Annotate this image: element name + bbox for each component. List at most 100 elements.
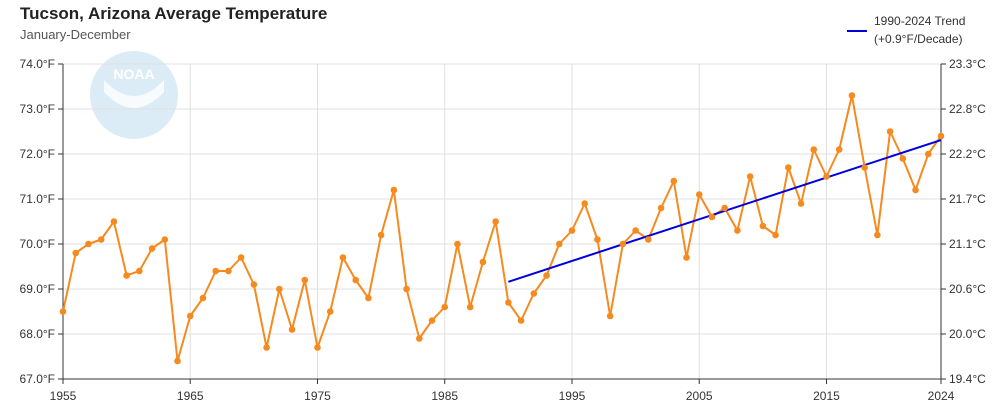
chart-subtitle: January-December	[20, 27, 131, 42]
data-point[interactable]	[899, 155, 907, 162]
data-point[interactable]	[212, 267, 219, 275]
data-point[interactable]	[377, 231, 385, 239]
x-tick-label: 2005	[686, 389, 713, 403]
x-tick-label: 1995	[559, 389, 586, 403]
data-point[interactable]	[276, 285, 283, 293]
data-point[interactable]	[97, 236, 105, 243]
data-point[interactable]	[772, 231, 779, 239]
data-point[interactable]	[59, 308, 67, 315]
temperature-series	[62, 94, 942, 362]
data-point[interactable]	[797, 200, 805, 207]
data-point[interactable]	[823, 173, 830, 180]
x-tick-label: 1975	[304, 389, 331, 403]
data-point[interactable]	[314, 344, 321, 351]
data-point[interactable]	[937, 132, 945, 140]
data-point[interactable]	[390, 186, 398, 194]
y-tick-label-left: 67.0°F	[20, 372, 55, 386]
data-point[interactable]	[161, 236, 169, 243]
y-tick-label-left: 71.0°F	[20, 192, 55, 206]
data-point[interactable]	[123, 272, 130, 279]
data-point[interactable]	[810, 146, 818, 153]
data-point[interactable]	[657, 204, 665, 212]
noaa-logo: NOAA	[90, 51, 178, 139]
data-point[interactable]	[721, 204, 728, 212]
data-point[interactable]	[530, 290, 538, 297]
y-tick-label-left: 74.0°F	[20, 57, 55, 71]
data-point[interactable]	[886, 128, 894, 135]
y-tick-label-right: 23.3°C	[949, 57, 986, 71]
data-point[interactable]	[339, 254, 347, 261]
data-point[interactable]	[785, 164, 792, 171]
y-tick-label-left: 73.0°F	[20, 102, 55, 116]
data-point[interactable]	[683, 254, 690, 261]
data-point[interactable]	[874, 231, 881, 239]
data-point[interactable]	[492, 218, 499, 225]
data-point[interactable]	[428, 317, 436, 324]
data-point[interactable]	[85, 240, 92, 248]
data-point[interactable]	[352, 276, 359, 284]
data-point[interactable]	[199, 294, 207, 302]
noaa-logo-bird	[104, 80, 164, 108]
x-tick-label: 1985	[431, 389, 458, 403]
data-point[interactable]	[568, 227, 576, 234]
y-tick-label-left: 72.0°F	[20, 147, 55, 161]
data-point[interactable]	[594, 236, 601, 243]
data-point[interactable]	[288, 326, 296, 333]
data-point[interactable]	[466, 303, 474, 311]
y-tick-label-right: 22.8°C	[949, 102, 986, 116]
data-point[interactable]	[670, 177, 678, 185]
data-point[interactable]	[695, 191, 703, 198]
y-tick-label-left: 69.0°F	[20, 282, 55, 296]
temperature-points	[59, 92, 945, 365]
data-point[interactable]	[174, 357, 181, 365]
data-point[interactable]	[365, 294, 372, 302]
data-point[interactable]	[403, 285, 410, 293]
data-point[interactable]	[708, 213, 716, 221]
y-tick-label-right: 20.0°C	[949, 327, 986, 341]
data-point[interactable]	[924, 150, 932, 158]
data-point[interactable]	[517, 317, 525, 324]
data-point[interactable]	[301, 276, 309, 284]
data-point[interactable]	[734, 227, 741, 234]
data-point[interactable]	[415, 335, 423, 342]
data-point[interactable]	[72, 249, 80, 257]
data-point[interactable]	[454, 240, 461, 248]
data-point[interactable]	[746, 173, 754, 180]
data-point[interactable]	[225, 267, 232, 275]
data-point[interactable]	[759, 222, 767, 230]
data-point[interactable]	[848, 92, 856, 99]
data-point[interactable]	[861, 164, 868, 171]
data-point[interactable]	[606, 312, 614, 320]
data-point[interactable]	[543, 272, 550, 279]
legend-trend-swatch	[847, 30, 867, 32]
y-tick-label-left: 68.0°F	[20, 327, 55, 341]
data-point[interactable]	[110, 218, 118, 225]
data-point[interactable]	[632, 227, 639, 234]
grid	[62, 63, 942, 380]
x-tick-label: 2015	[813, 389, 840, 403]
data-point[interactable]	[619, 240, 627, 248]
legend[interactable]: 1990-2024 Trend (+0.9°F/Decade)	[845, 14, 995, 54]
y-tick-label-right: 19.4°C	[949, 372, 986, 386]
data-point[interactable]	[835, 146, 843, 153]
data-point[interactable]	[645, 236, 652, 243]
data-point[interactable]	[441, 303, 449, 311]
data-point[interactable]	[250, 281, 258, 288]
legend-trend-rate: (+0.9°F/Decade)	[874, 32, 963, 46]
data-point[interactable]	[237, 254, 245, 261]
data-point[interactable]	[912, 186, 919, 194]
data-point[interactable]	[479, 258, 487, 266]
x-tick-label: 1965	[177, 389, 204, 403]
data-point[interactable]	[505, 299, 512, 306]
data-point[interactable]	[136, 267, 143, 275]
data-point[interactable]	[581, 200, 589, 207]
data-point[interactable]	[263, 344, 270, 351]
chart-title: Tucson, Arizona Average Temperature	[20, 4, 328, 23]
data-point[interactable]	[186, 312, 194, 320]
data-point[interactable]	[148, 245, 156, 252]
x-tick-label: 2024	[928, 389, 955, 403]
y-tick-label-right: 20.6°C	[949, 282, 986, 296]
data-point[interactable]	[326, 308, 334, 315]
data-point[interactable]	[555, 240, 563, 248]
